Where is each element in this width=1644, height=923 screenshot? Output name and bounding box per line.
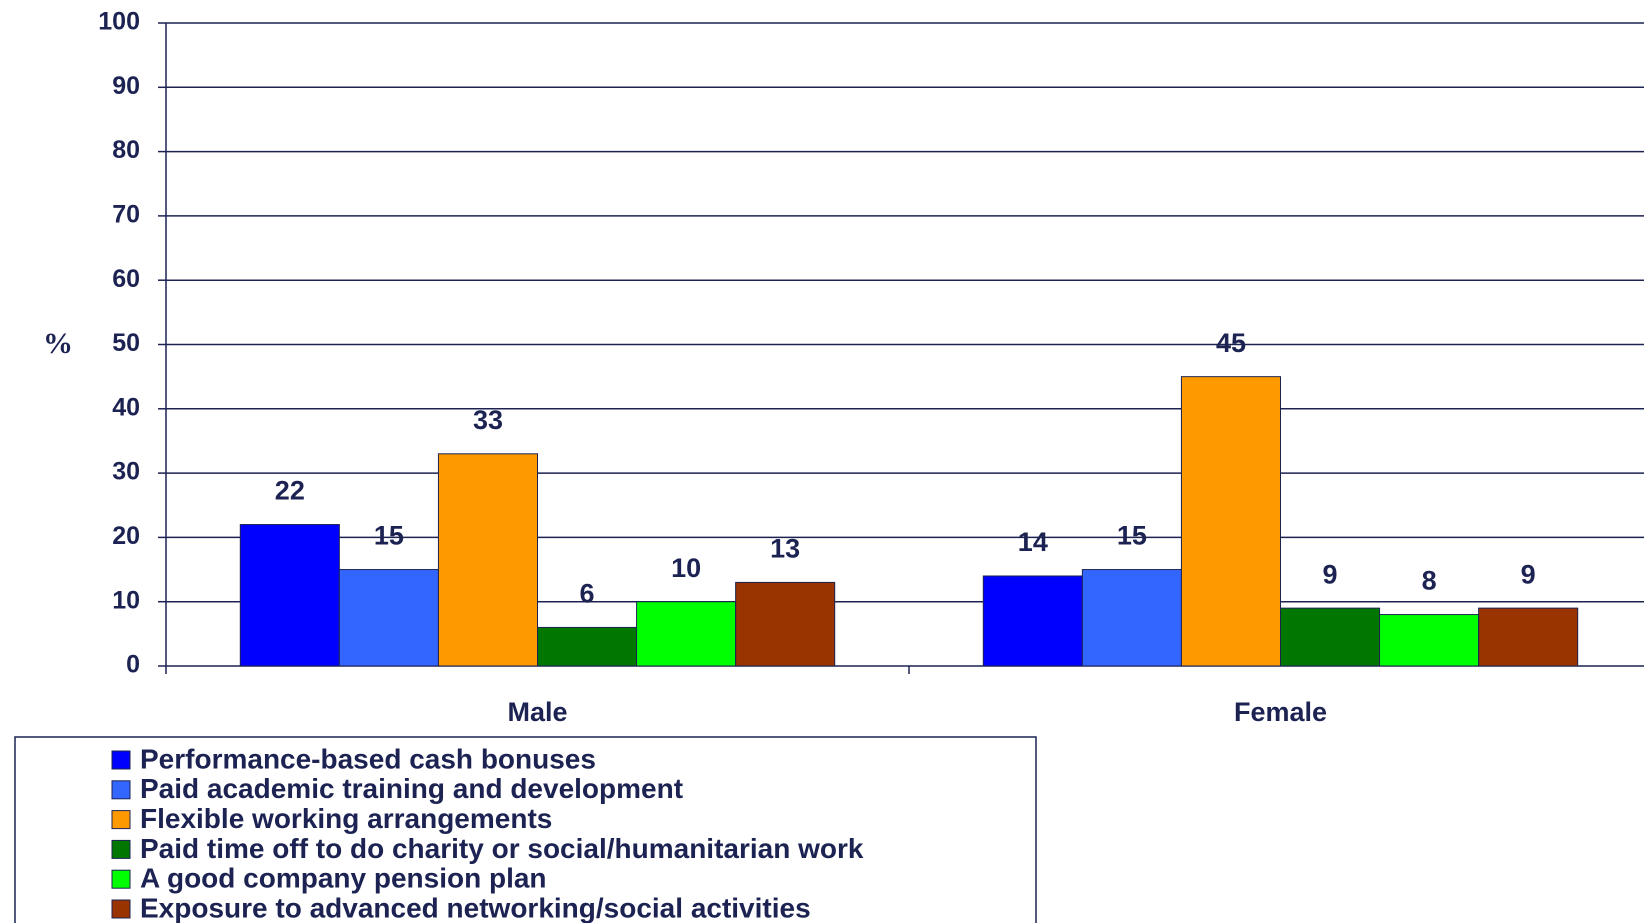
y-tick-label: 90: [112, 72, 140, 100]
legend-swatch: [111, 810, 131, 830]
data-label: 9: [1521, 559, 1536, 589]
y-tick-label: 50: [112, 329, 140, 357]
data-label: 8: [1422, 566, 1437, 596]
legend-label: Paid time off to do charity or social/hu…: [140, 833, 864, 864]
x-tick-label: Female: [1234, 697, 1327, 727]
data-label: 13: [770, 534, 800, 564]
bar: [735, 581, 836, 667]
bar: [1180, 376, 1282, 667]
y-tick-label: 100: [98, 8, 140, 36]
legend-swatch: [111, 750, 131, 770]
bar: [338, 569, 439, 667]
x-tick-label: Male: [507, 697, 567, 727]
y-tick-label: 30: [112, 458, 140, 486]
legend-box: [14, 736, 1037, 923]
data-label: 15: [374, 521, 404, 551]
legend-label: Flexible working arrangements: [140, 803, 552, 834]
data-label: 45: [1216, 328, 1246, 358]
bar: [239, 524, 340, 667]
data-label: 22: [275, 476, 305, 506]
legend-label: Performance-based cash bonuses: [140, 743, 596, 774]
bar: [1280, 607, 1381, 667]
legend-swatch: [111, 899, 131, 919]
data-label: 10: [671, 553, 701, 583]
data-label: 15: [1117, 521, 1147, 551]
data-label: 6: [580, 579, 595, 609]
bar: [636, 601, 737, 667]
legend-swatch: [111, 869, 131, 889]
y-tick-label: 60: [112, 265, 140, 293]
bar: [1379, 614, 1480, 667]
bar: [982, 575, 1083, 667]
bar: [537, 626, 638, 667]
y-tick-label: 0: [126, 651, 140, 679]
legend-swatch: [111, 780, 131, 800]
legend-swatch: [111, 839, 131, 859]
y-tick-label: 40: [112, 393, 140, 421]
legend-label: Exposure to advanced networking/social a…: [140, 892, 811, 923]
legend-label: Paid academic training and development: [140, 773, 683, 804]
y-tick-label: 70: [112, 201, 140, 229]
data-label: 33: [473, 405, 503, 435]
bar: [1081, 569, 1182, 667]
y-axis-label: %: [43, 327, 73, 360]
bar: [437, 453, 538, 667]
bar: [1478, 607, 1579, 667]
data-label: 9: [1323, 559, 1338, 589]
data-label: 14: [1018, 527, 1048, 557]
y-tick-label: 20: [112, 522, 140, 550]
y-tick-label: 10: [112, 586, 140, 614]
legend-label: A good company pension plan: [140, 863, 547, 894]
y-tick-label: 80: [112, 136, 140, 164]
